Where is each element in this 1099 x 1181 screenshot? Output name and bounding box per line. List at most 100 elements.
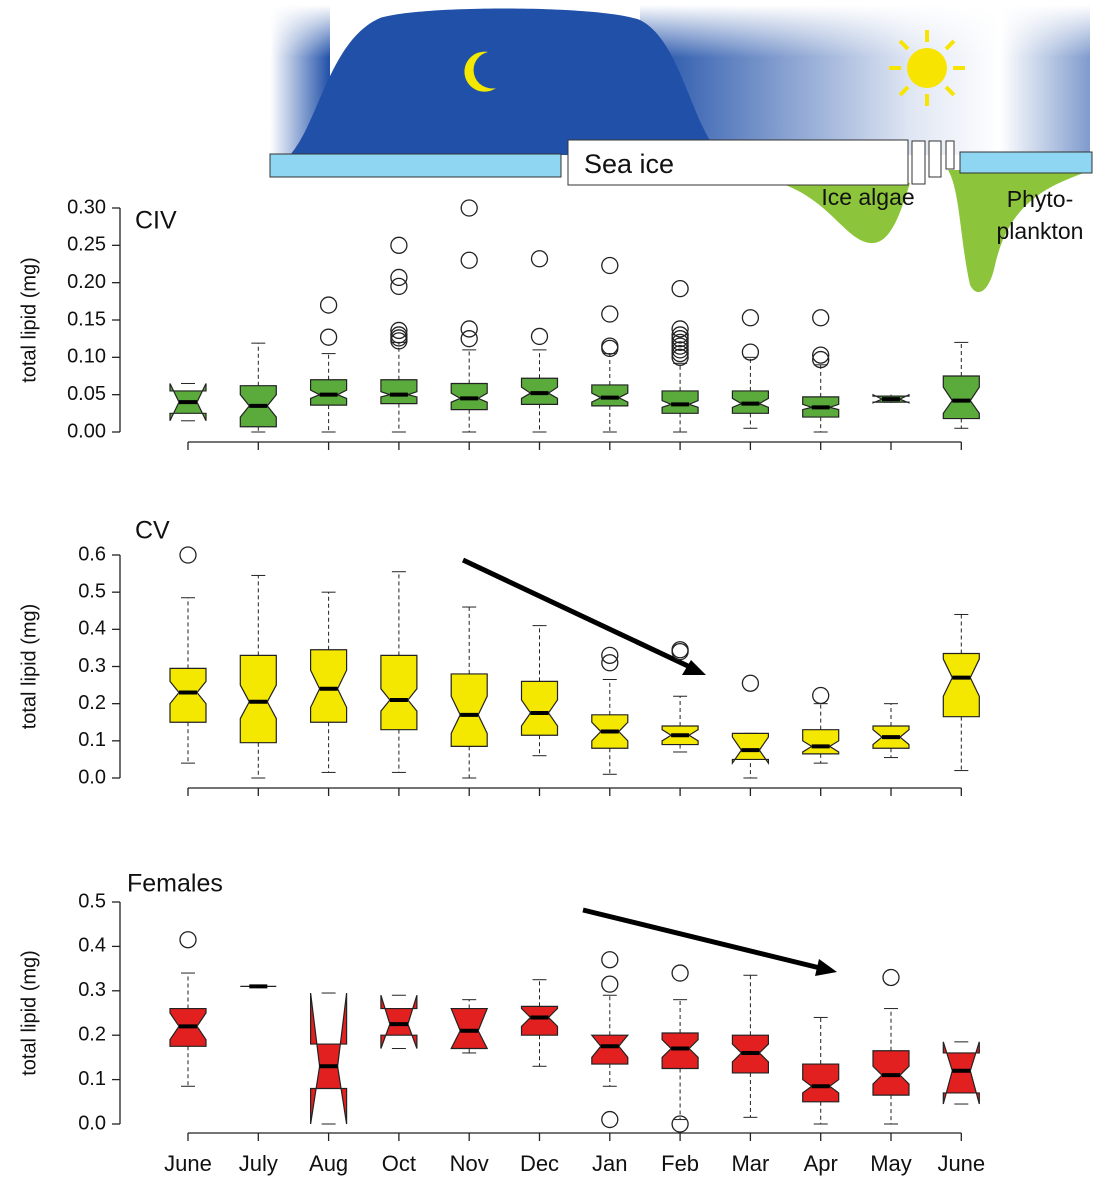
outlier xyxy=(602,306,618,322)
outlier xyxy=(532,328,548,344)
y-tick-label: 0.3 xyxy=(78,979,106,1001)
box-group xyxy=(732,975,768,1117)
y-tick-label: 0.4 xyxy=(78,935,106,957)
y-axis-label: total lipid (mg) xyxy=(18,950,40,1076)
notched-box xyxy=(381,655,417,729)
outlier xyxy=(672,281,688,297)
notched-box xyxy=(311,650,347,722)
notched-box xyxy=(311,380,347,405)
outlier xyxy=(742,310,758,326)
arrow-head xyxy=(815,959,837,976)
outlier xyxy=(602,1112,618,1128)
box-group xyxy=(381,995,417,1048)
outlier xyxy=(180,547,196,563)
box-group xyxy=(381,572,417,773)
y-tick-label: 0.1 xyxy=(78,729,106,751)
box-group xyxy=(873,969,909,1124)
outlier xyxy=(602,976,618,992)
y-tick-label: 0.0 xyxy=(78,766,106,788)
notched-box xyxy=(592,385,628,406)
box-group xyxy=(732,310,768,429)
box-group xyxy=(873,395,909,403)
box-group xyxy=(592,647,628,774)
box-group xyxy=(381,237,417,432)
y-axis-label: total lipid (mg) xyxy=(18,257,40,383)
notched-box xyxy=(662,1033,698,1069)
arrows xyxy=(463,560,837,976)
box-group xyxy=(170,932,206,1087)
y-tick-label: 0.10 xyxy=(67,346,106,368)
outlier xyxy=(461,252,477,268)
box-group xyxy=(803,687,839,763)
y-tick-label: 0.2 xyxy=(78,1023,106,1045)
x-tick-label: May xyxy=(870,1151,912,1176)
x-tick-label: Apr xyxy=(804,1151,838,1176)
box-group xyxy=(592,257,628,432)
x-tick-label: June xyxy=(164,1151,212,1176)
notched-box xyxy=(381,380,417,404)
sea-ice-label: Sea ice xyxy=(584,149,674,179)
trend-arrow xyxy=(463,560,690,667)
x-tick-label: Aug xyxy=(309,1151,348,1176)
outlier xyxy=(461,321,477,337)
box-group xyxy=(943,614,979,770)
box-group xyxy=(522,626,558,756)
phytoplankton-label: Phyto- xyxy=(1007,186,1073,212)
outlier xyxy=(321,329,337,345)
outlier xyxy=(461,331,477,347)
x-tick-label: July xyxy=(239,1151,278,1176)
notched-box xyxy=(943,653,979,716)
box-group xyxy=(662,965,698,1132)
outlier xyxy=(813,310,829,326)
notched-box xyxy=(943,376,979,419)
outlier xyxy=(602,952,618,968)
outlier xyxy=(602,257,618,273)
open-water-bar xyxy=(960,152,1092,173)
box-group xyxy=(803,310,839,432)
outlier xyxy=(813,347,829,363)
x-tick-label: Dec xyxy=(520,1151,559,1176)
x-tick-label: Feb xyxy=(661,1151,699,1176)
y-tick-label: 0.25 xyxy=(67,234,106,256)
x-tick-label: Jan xyxy=(592,1151,627,1176)
outlier xyxy=(672,965,688,981)
box-group xyxy=(943,1042,979,1104)
box-group xyxy=(803,1017,839,1124)
outlier xyxy=(883,969,899,985)
box-group xyxy=(522,251,558,432)
y-tick-label: 0.6 xyxy=(78,543,106,565)
outlier xyxy=(742,675,758,691)
y-tick-label: 0.15 xyxy=(67,308,106,330)
box-group xyxy=(592,952,628,1128)
notched-box xyxy=(240,655,276,742)
ice-floe xyxy=(929,141,941,177)
chart: Sea ice Ice algae Phyto- plankton 0.000.… xyxy=(0,0,1099,1181)
box-group xyxy=(522,980,558,1067)
box-group xyxy=(451,200,487,432)
y-tick-label: 0.20 xyxy=(67,271,106,293)
box-group xyxy=(451,1000,487,1053)
x-tick-label: June xyxy=(937,1151,985,1176)
notched-box xyxy=(451,674,487,746)
outlier xyxy=(461,200,477,216)
panel-title: CV xyxy=(135,517,170,545)
box-group xyxy=(732,675,768,778)
y-tick-label: 0.30 xyxy=(67,196,106,218)
y-tick-label: 0.05 xyxy=(67,383,106,405)
y-tick-label: 0.0 xyxy=(78,1112,106,1134)
x-tick-label: Oct xyxy=(382,1151,416,1176)
box-group xyxy=(170,547,206,763)
notched-box xyxy=(451,1009,487,1049)
y-tick-label: 0.1 xyxy=(78,1068,106,1090)
notched-box xyxy=(803,1064,839,1102)
outlier xyxy=(391,278,407,294)
phytoplankton-label: plankton xyxy=(997,218,1084,244)
outlier xyxy=(180,932,196,948)
notched-box xyxy=(522,1006,558,1035)
box-group xyxy=(170,383,206,420)
y-tick-label: 0.5 xyxy=(78,890,106,912)
box-group xyxy=(873,704,909,758)
notched-box xyxy=(873,1051,909,1095)
notched-box xyxy=(311,993,347,1124)
trend-arrow xyxy=(583,910,820,968)
